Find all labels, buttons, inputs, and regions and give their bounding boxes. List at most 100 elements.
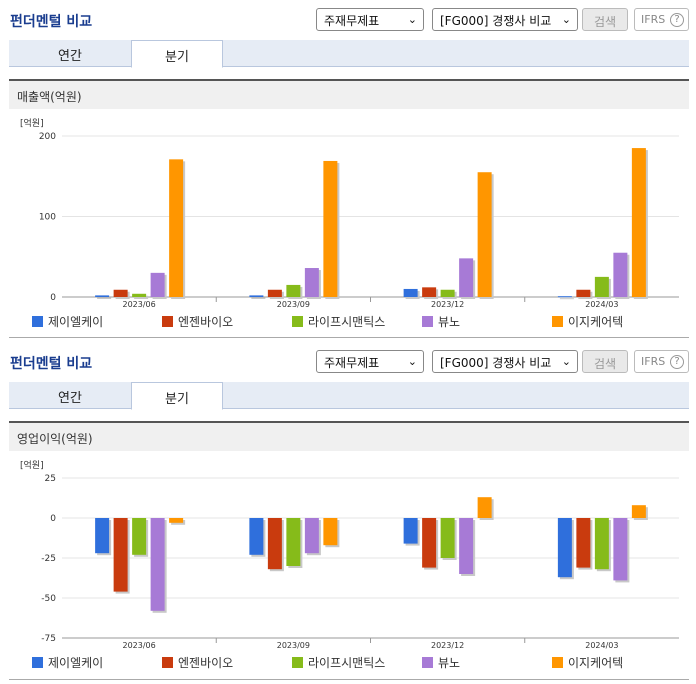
section-title: 영업이익(억원) [9, 421, 689, 451]
chevron-down-icon: ⌄ [561, 355, 571, 368]
chevron-down-icon: ⌄ [407, 13, 417, 26]
search-button[interactable]: 검색 [582, 350, 628, 373]
y-tick-label: -75 [41, 634, 56, 644]
operating-income-chart: [억원]25 0 -25 -50 -75 2023/06 2023/09 2023/12 202… [20, 459, 679, 650]
bar [613, 252, 628, 297]
bar [594, 276, 609, 297]
bar [594, 518, 609, 570]
bar [557, 518, 572, 578]
statement-select[interactable]: 주재무제표 ⌄ [316, 8, 424, 31]
x-tick-label: 2023/06 [123, 641, 156, 650]
period-tabs: 연간 분기 [9, 40, 689, 68]
panel-title: 펀더멘털 비교 [10, 14, 93, 30]
legend-item[interactable]: 이지케어텍 [552, 313, 623, 330]
period-tabs: 연간 분기 [9, 382, 689, 410]
panel-header: 펀더멘털 비교 주재무제표 ⌄ [FG000] 경쟁사 비교 ⌄ 검색 IFRS… [0, 0, 696, 34]
statement-select[interactable]: 주재무제표 ⌄ [316, 350, 424, 373]
legend-label: 제이엘케이 [48, 656, 104, 670]
x-tick-label: 2024/03 [585, 300, 618, 309]
bar [459, 518, 474, 574]
legend-label: 엔젠바이오 [178, 315, 234, 329]
bar [613, 518, 628, 581]
legend-item[interactable]: 제이엘케이 [32, 654, 103, 671]
bar [440, 289, 455, 297]
bar [304, 518, 319, 554]
y-tick-label: 0 [50, 293, 56, 303]
y-tick-label: 0 [50, 514, 56, 524]
tab-annual[interactable]: 연간 [58, 391, 82, 406]
bar [631, 148, 646, 297]
bar [267, 289, 282, 297]
bar [249, 295, 264, 297]
bar [557, 296, 572, 298]
y-tick-label: 200 [39, 132, 56, 142]
bar [422, 287, 437, 297]
bar [169, 159, 184, 297]
legend-swatch [552, 657, 563, 668]
bar [132, 518, 147, 555]
peer-select-value: [FG000] 경쟁사 비교 [440, 356, 552, 370]
ifrs-label: IFRS [641, 13, 666, 26]
statement-select-value: 주재무제표 [324, 356, 380, 370]
ifrs-button[interactable]: IFRS ? [634, 8, 689, 31]
legend-swatch [422, 657, 433, 668]
bar [132, 293, 147, 297]
unit-label: [억원] [20, 117, 44, 129]
legend-item[interactable]: 이지케어텍 [552, 654, 623, 671]
legend-item[interactable]: 엔젠바이오 [162, 654, 233, 671]
bar [323, 160, 338, 297]
legend-label: 뷰노 [438, 656, 461, 670]
bar [477, 172, 492, 297]
ifrs-button[interactable]: IFRS ? [634, 350, 689, 373]
revenue-chart: [억원] 0 100 200 2023/06 2023/09 2023/12 2024/03 [20, 117, 679, 309]
x-tick-label: 2023/09 [277, 300, 310, 309]
legend-item[interactable]: 라이프시맨틱스 [292, 654, 385, 671]
y-tick-label: 25 [45, 474, 56, 484]
legend-item[interactable]: 뷰노 [422, 654, 460, 671]
legend-label: 라이프시맨틱스 [308, 315, 386, 329]
legend-item[interactable]: 엔젠바이오 [162, 313, 233, 330]
legend-label: 뷰노 [438, 315, 461, 329]
statement-select-value: 주재무제표 [324, 14, 380, 28]
peer-select[interactable]: [FG000] 경쟁사 비교 ⌄ [432, 8, 578, 31]
bar [169, 518, 184, 523]
legend-label: 라이프시맨틱스 [308, 656, 386, 670]
unit-label: [억원] [20, 459, 44, 471]
legend-label: 이지케어텍 [568, 315, 624, 329]
legend-swatch [32, 657, 43, 668]
bar [576, 289, 591, 297]
panel-title: 펀더멘털 비교 [10, 356, 93, 372]
bar [249, 518, 264, 555]
legend-item[interactable]: 제이엘케이 [32, 313, 103, 330]
bar-shadow [251, 297, 266, 299]
peer-select[interactable]: [FG000] 경쟁사 비교 ⌄ [432, 350, 578, 373]
bar [95, 518, 110, 554]
legend-label: 제이엘케이 [48, 315, 104, 329]
chevron-down-icon: ⌄ [561, 13, 571, 26]
bar [95, 295, 110, 297]
x-tick-label: 2023/12 [431, 300, 464, 309]
tab-quarterly[interactable]: 분기 [131, 382, 223, 410]
help-icon: ? [670, 13, 684, 27]
legend-swatch [552, 316, 563, 327]
legend-swatch [422, 316, 433, 327]
legend-item[interactable]: 뷰노 [422, 313, 460, 330]
bar-shadow [559, 298, 574, 300]
legend-label: 엔젠바이오 [178, 656, 234, 670]
bar [267, 518, 282, 570]
divider [9, 337, 689, 338]
bar [477, 497, 492, 518]
legend-item[interactable]: 라이프시맨틱스 [292, 313, 385, 330]
panel-revenue: 펀더멘털 비교 주재무제표 ⌄ [FG000] 경쟁사 비교 ⌄ 검색 IFRS… [0, 0, 696, 330]
tab-annual[interactable]: 연간 [58, 49, 82, 64]
bar [286, 284, 301, 297]
bar [113, 289, 128, 297]
ifrs-label: IFRS [641, 355, 666, 368]
bar-shadow [97, 297, 112, 299]
bar [459, 258, 474, 297]
tab-quarterly[interactable]: 분기 [131, 40, 223, 68]
search-button[interactable]: 검색 [582, 8, 628, 31]
y-tick-label: -25 [41, 554, 56, 564]
bar [150, 272, 165, 297]
legend-swatch [292, 316, 303, 327]
